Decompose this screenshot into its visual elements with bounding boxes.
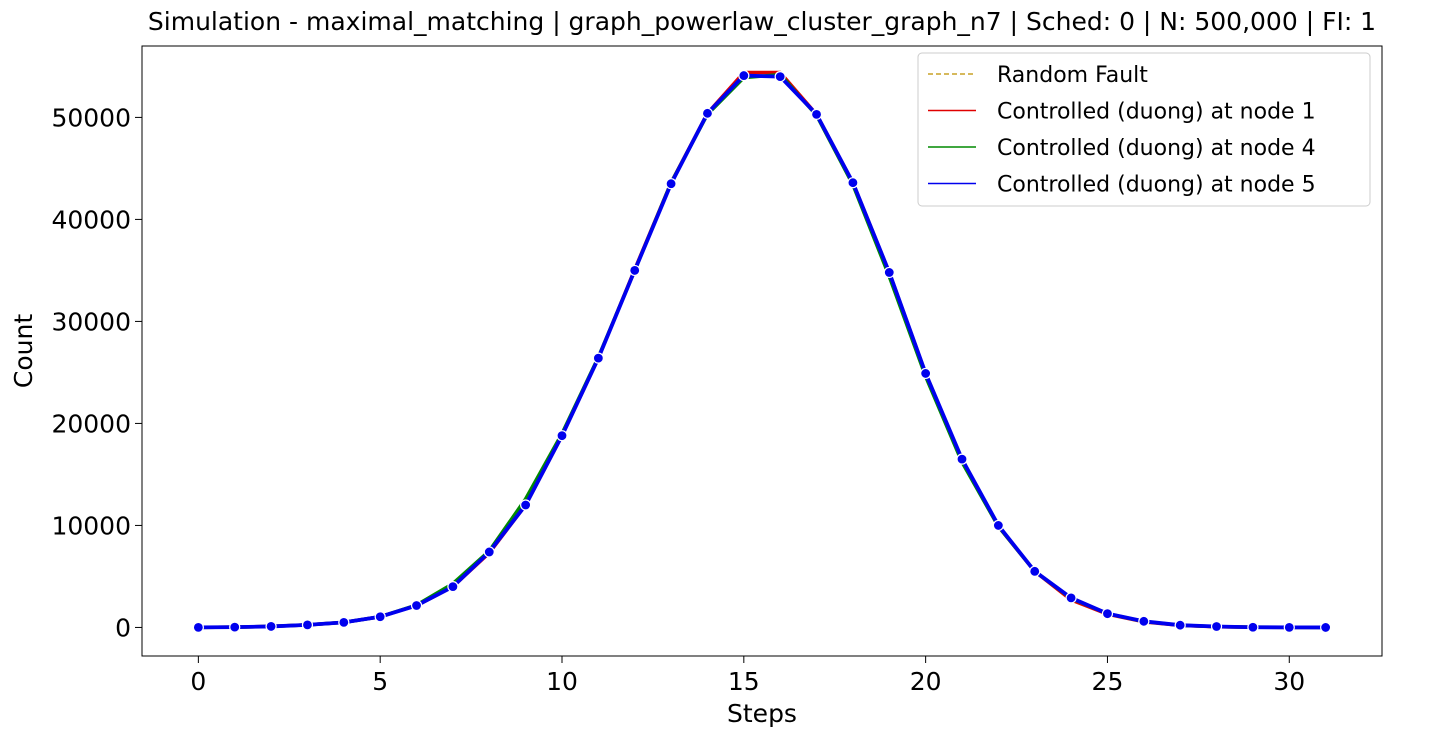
data-point	[920, 367, 932, 380]
data-point	[1247, 621, 1259, 633]
data-point	[520, 499, 532, 511]
legend-label: Controlled (duong) at node 4	[997, 136, 1316, 161]
x-tick-label: 20	[910, 667, 942, 696]
data-point	[956, 453, 968, 465]
x-tick-label: 0	[190, 667, 206, 696]
y-tick-label: 40000	[51, 205, 131, 234]
y-tick-label: 50000	[51, 103, 131, 132]
data-point	[301, 619, 314, 631]
x-tick-label: 10	[546, 667, 578, 696]
data-point	[1174, 619, 1186, 631]
y-tick-label: 0	[115, 613, 131, 642]
data-point	[556, 430, 568, 442]
data-point	[738, 69, 750, 82]
data-point	[447, 581, 459, 593]
x-tick-label: 30	[1273, 667, 1305, 696]
data-point	[374, 611, 386, 623]
data-point	[1065, 592, 1077, 604]
data-point	[483, 546, 495, 558]
series-line-4	[198, 73, 1326, 630]
data-point	[592, 352, 604, 364]
data-point	[992, 519, 1004, 532]
y-tick-label: 20000	[51, 409, 131, 438]
data-point	[701, 107, 714, 119]
legend-label: Controlled (duong) at node 1	[997, 100, 1316, 125]
data-point	[410, 599, 423, 612]
legend: Random Fault Controlled (duong) at node 1…	[917, 52, 1371, 207]
data-point	[847, 177, 859, 189]
chart-title: Simulation - maximal_matching | graph_po…	[148, 7, 1376, 36]
y-tick-label: 10000	[51, 511, 131, 540]
y-axis: 0 10000 20000 30000 40000 50000	[51, 103, 142, 642]
data-point	[665, 178, 677, 190]
data-point	[1210, 620, 1223, 633]
y-axis-label: Count	[9, 314, 38, 388]
data-point	[883, 266, 895, 279]
data-point	[1029, 565, 1041, 577]
x-tick-label: 25	[1092, 667, 1124, 696]
plot-area	[141, 45, 1383, 657]
x-axis: 0 5 10 15 20 25 30	[190, 656, 1305, 696]
legend-box	[917, 52, 1371, 207]
data-point	[229, 621, 241, 633]
data-point	[774, 71, 786, 83]
x-tick-label: 5	[372, 667, 388, 696]
x-axis-label: Steps	[727, 699, 797, 728]
data-point	[192, 621, 204, 633]
data-point	[629, 264, 641, 277]
y-tick-label: 30000	[51, 307, 131, 336]
data-point	[1283, 621, 1295, 633]
series-layer	[192, 69, 1332, 634]
legend-label: Random Fault	[997, 63, 1148, 88]
x-tick-label: 15	[728, 667, 760, 696]
data-point	[1138, 615, 1150, 627]
data-point	[1101, 608, 1114, 620]
data-point	[338, 616, 350, 628]
data-point	[265, 620, 277, 633]
data-point	[1320, 621, 1332, 634]
data-point	[810, 108, 823, 120]
legend-label: Controlled (duong) at node 5	[997, 173, 1316, 198]
